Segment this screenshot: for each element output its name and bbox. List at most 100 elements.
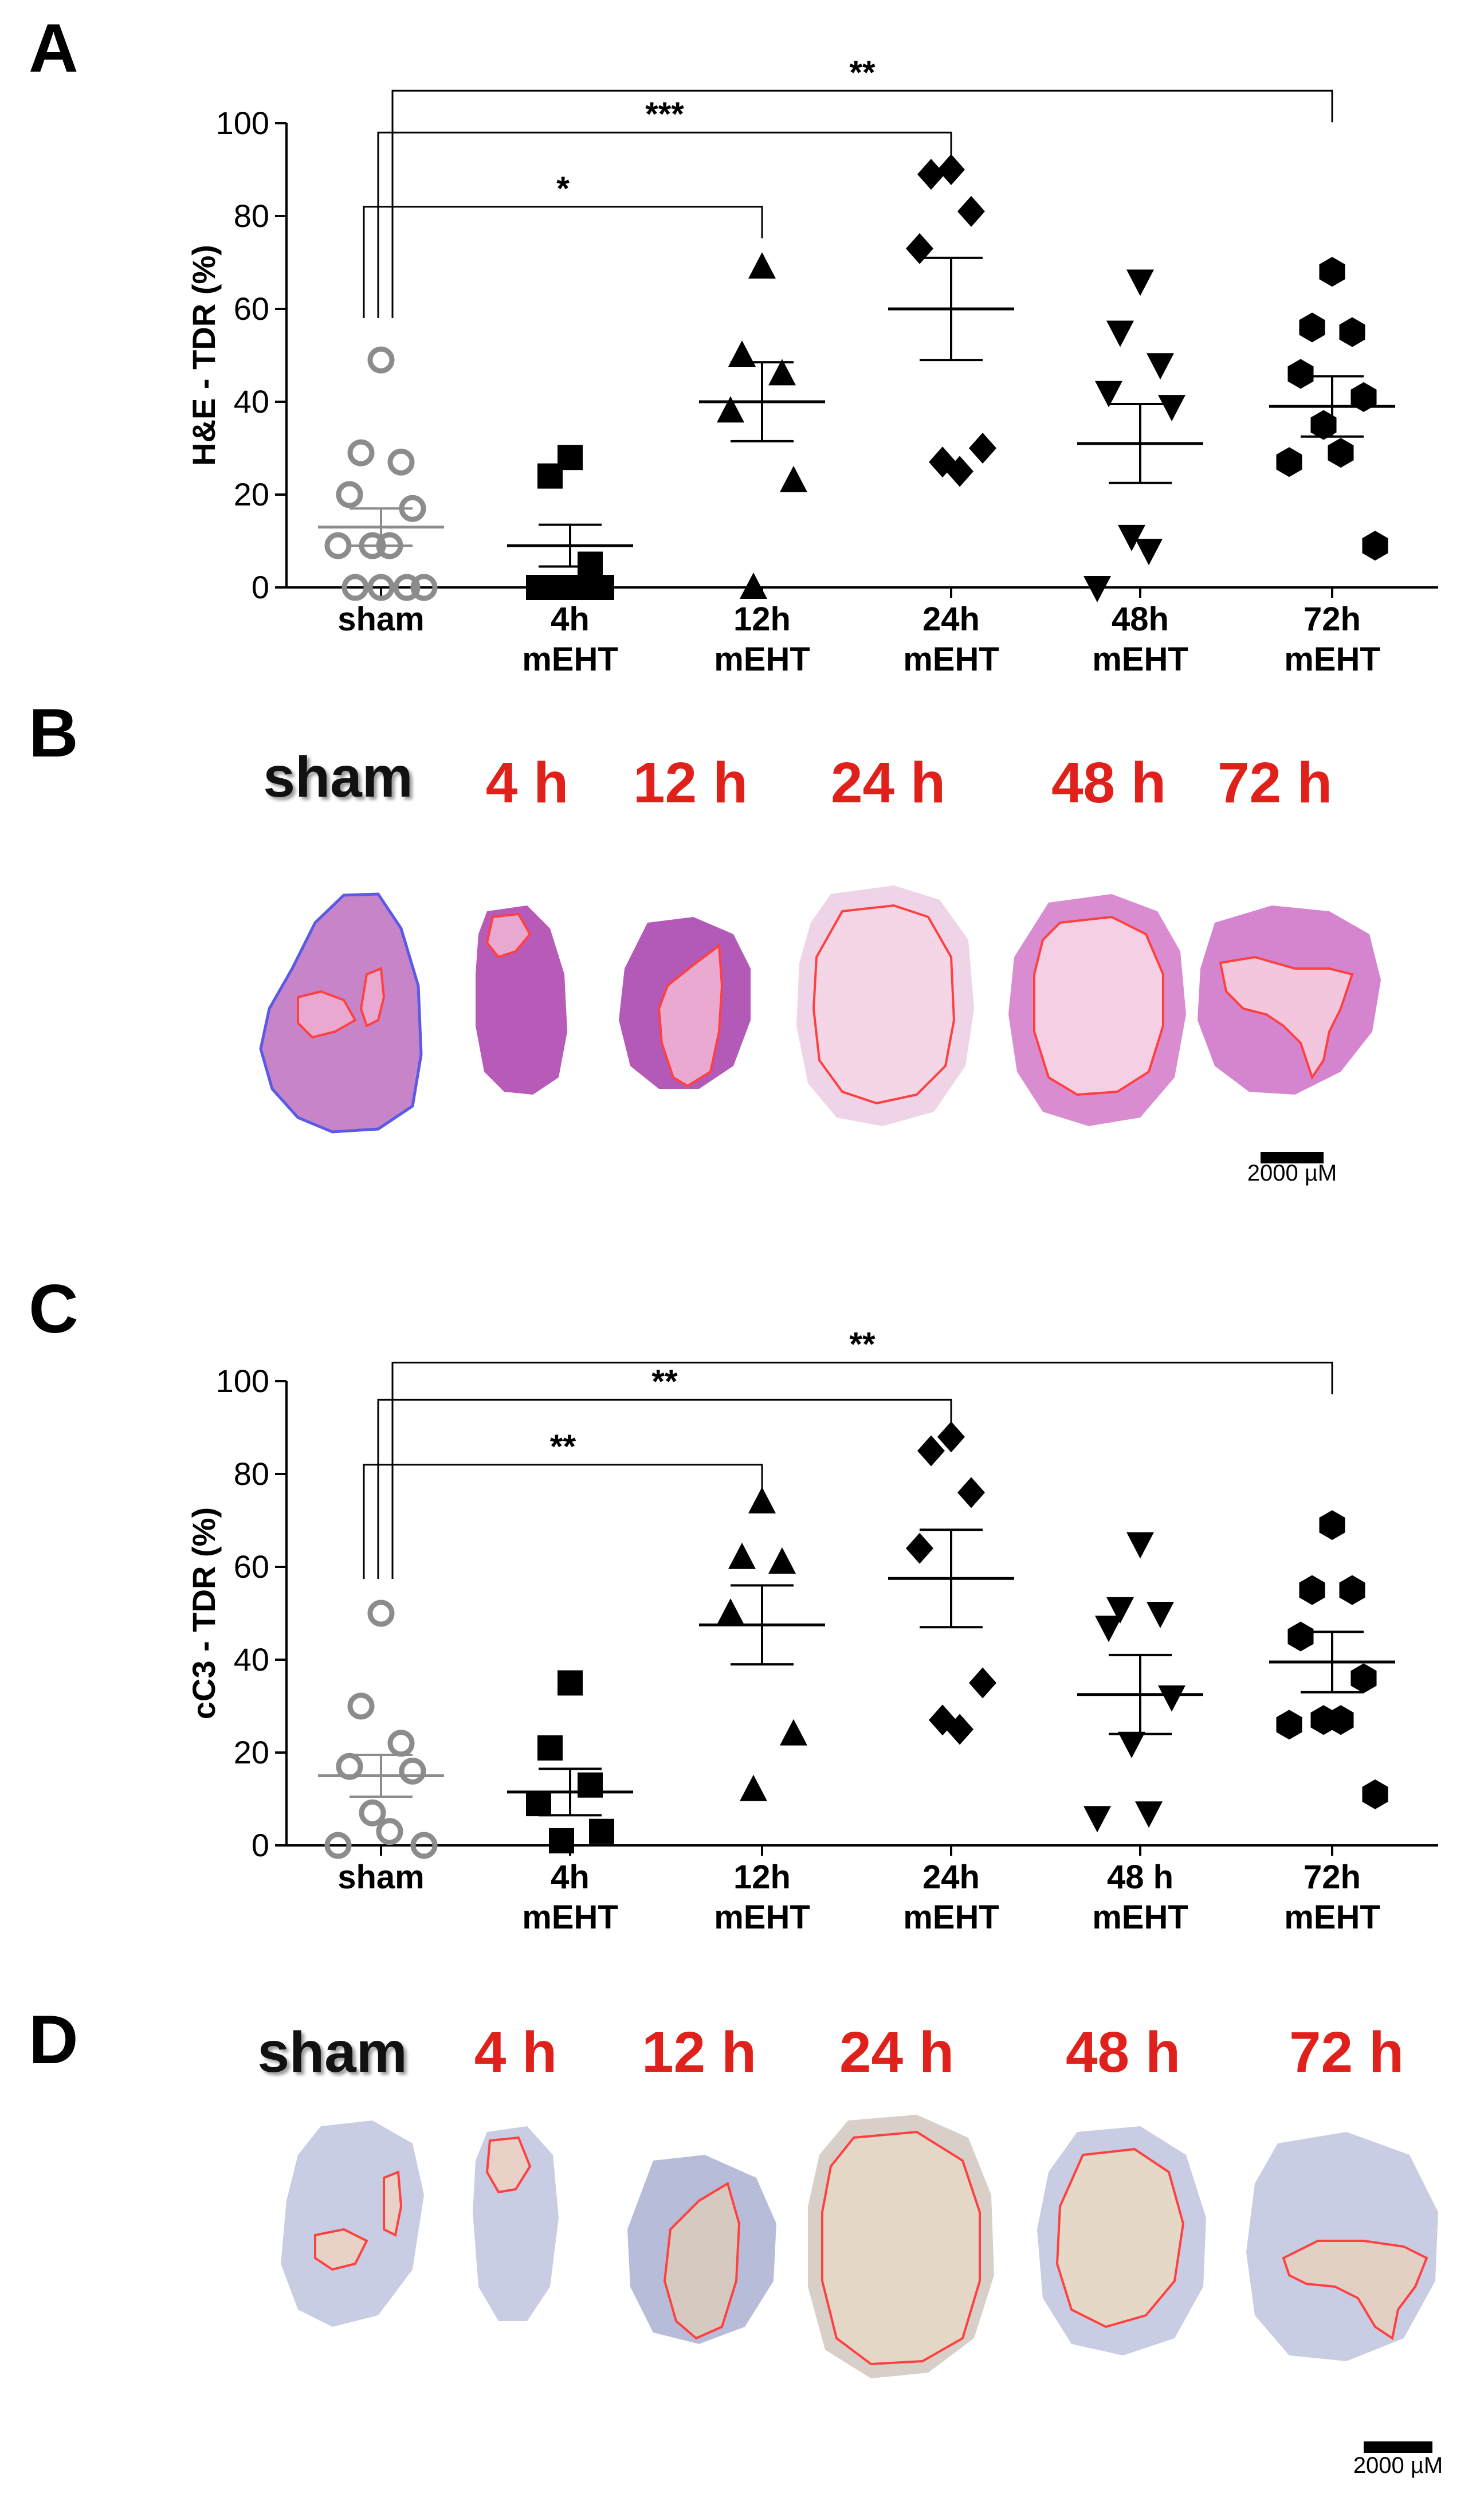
scale-bar-b: 2000 µM	[1247, 1152, 1337, 1186]
significance-label: *	[556, 170, 570, 207]
data-point	[1319, 1510, 1345, 1541]
data-point	[937, 154, 965, 185]
x-tick-label-sub: mEHT	[714, 1899, 810, 1936]
data-point	[1287, 359, 1314, 389]
x-tick-label: 12h	[733, 601, 791, 638]
significance-label: ***	[645, 96, 684, 133]
data-point	[1299, 312, 1325, 343]
data-point	[341, 574, 369, 601]
x-tick-label-sub: mEHT	[522, 1899, 618, 1936]
data-point	[410, 1832, 438, 1859]
data-point	[526, 1791, 551, 1817]
x-tick-label: sham	[337, 601, 425, 638]
data-point	[1135, 1801, 1163, 1828]
x-tick-label: 24h	[922, 1859, 980, 1896]
significance-bracket	[391, 89, 1333, 318]
data-point	[589, 1818, 614, 1844]
y-tick-label: 100	[216, 1363, 269, 1399]
time-label-b-12h: 12 h	[633, 751, 748, 815]
time-label-b-4h: 4 h	[486, 751, 568, 815]
scale-bar-d-label: 2000 µM	[1353, 2453, 1443, 2478]
panel-letter-c: C	[29, 1271, 78, 1347]
data-point	[1362, 531, 1388, 561]
data-point	[526, 575, 551, 600]
data-point	[549, 1828, 574, 1853]
y-tick-label: 100	[216, 105, 269, 141]
scale-bar-b-label: 2000 µM	[1247, 1161, 1337, 1186]
data-point	[1328, 1705, 1354, 1735]
data-point	[558, 1670, 583, 1696]
x-tick-label: 12h	[733, 1859, 791, 1896]
data-point	[1350, 1663, 1377, 1694]
data-point	[1118, 524, 1145, 551]
data-point	[1135, 539, 1163, 566]
data-point	[1158, 1685, 1185, 1712]
data-point	[1319, 257, 1345, 287]
y-tick-label: 40	[234, 1641, 269, 1677]
cc3-section-4h	[473, 2126, 559, 2321]
significance-label: **	[550, 1428, 576, 1465]
data-point	[324, 1832, 352, 1859]
x-tick-label-sub: mEHT	[1284, 641, 1380, 678]
data-point	[578, 1772, 603, 1798]
data-point	[578, 551, 603, 577]
x-tick-label: 48 h	[1107, 1859, 1173, 1896]
data-point	[367, 346, 395, 374]
data-point	[399, 1757, 426, 1785]
significance-label: **	[651, 1363, 678, 1400]
significance-bracket	[363, 1464, 763, 1579]
data-point	[969, 1667, 996, 1699]
y-tick-label: 60	[234, 291, 269, 327]
time-label-d-24h: 24 h	[839, 2020, 954, 2084]
data-point	[1339, 317, 1365, 347]
data-point	[1350, 382, 1377, 412]
x-tick-label: 4h	[551, 601, 590, 638]
he-section-72h	[1198, 906, 1381, 1095]
data-point	[768, 359, 796, 386]
cc3-section-sham	[281, 2120, 424, 2327]
panel-d-tissue-sections	[281, 2115, 1438, 2378]
data-point	[1339, 1575, 1365, 1605]
panel-b-tissue-sections	[259, 885, 1381, 1134]
data-point	[1147, 353, 1174, 380]
x-tick-label-sub: mEHT	[903, 641, 999, 678]
he-section-sham	[259, 892, 423, 1134]
data-point	[1158, 395, 1185, 422]
he-section-12h	[619, 917, 751, 1089]
time-label-d-48h: 48 h	[1066, 2020, 1180, 2084]
data-point	[1106, 320, 1134, 347]
significance-bracket	[377, 131, 952, 318]
x-tick-label-sub: mEHT	[903, 1899, 999, 1936]
data-point	[359, 532, 386, 559]
y-tick-label: 20	[234, 1734, 269, 1770]
he-section-4h	[476, 906, 567, 1095]
time-label-d-sham: sham	[257, 2020, 407, 2084]
y-axis-label: cC3 - TDR (%)	[186, 1507, 222, 1719]
data-point	[969, 433, 996, 464]
data-point	[1310, 410, 1337, 440]
data-point	[1276, 1710, 1302, 1740]
y-tick-label: 80	[234, 198, 269, 234]
significance-label: **	[849, 54, 876, 91]
data-point	[393, 574, 421, 601]
time-label-b-24h: 24 h	[831, 751, 945, 815]
data-point	[1299, 1575, 1325, 1605]
y-tick-label: 60	[234, 1549, 269, 1585]
scale-bar-d: 2000 µM	[1353, 2441, 1443, 2478]
y-tick-label: 0	[252, 1827, 269, 1863]
time-label-d-72h: 72 h	[1289, 2020, 1404, 2084]
x-tick-label-sub: mEHT	[1092, 1899, 1188, 1936]
data-point	[717, 396, 744, 423]
x-tick-label: 72h	[1304, 601, 1361, 638]
significance-bracket	[377, 1398, 952, 1579]
data-point	[957, 195, 985, 227]
data-point	[347, 1692, 375, 1720]
data-point	[376, 532, 403, 559]
data-point	[1106, 1597, 1134, 1624]
data-point	[367, 1600, 395, 1627]
data-point	[906, 233, 933, 264]
x-tick-label-sub: mEHT	[714, 641, 810, 678]
data-point	[367, 574, 395, 601]
